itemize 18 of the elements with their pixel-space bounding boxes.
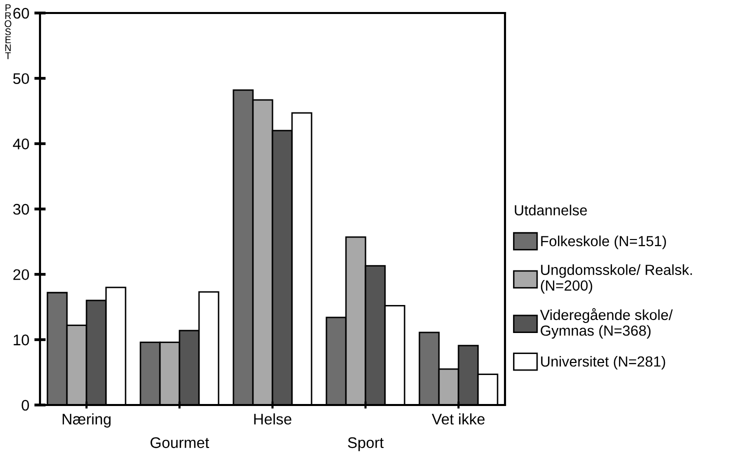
- y-axis-title: PROSENT: [4, 4, 12, 60]
- x-tick-label: Helse: [254, 413, 292, 425]
- legend-label: Universitet (N=281): [541, 356, 666, 370]
- y-tick-label: 10: [14, 334, 29, 346]
- legend-label: Folkeskole (N=151): [541, 236, 666, 250]
- x-tick-label: Gourmet: [150, 437, 210, 448]
- x-tick-label: Næring: [62, 413, 111, 428]
- x-tick-label: Sport: [348, 437, 384, 452]
- y-tick-label: 50: [13, 73, 29, 84]
- legend-label: Ungdomsskole/ Realsk. (N=200): [540, 264, 692, 294]
- y-tick-label: 0: [22, 400, 29, 411]
- x-tick-label: Vet ikke: [432, 413, 485, 425]
- y-tick-label: 60: [13, 8, 29, 19]
- y-tick-label: 40: [12, 138, 29, 150]
- y-tick-label: 30: [13, 204, 29, 215]
- legend-title: Utdannelse: [514, 204, 587, 216]
- y-tick-label: 20: [13, 269, 29, 280]
- legend-label: Videregående skole/ Gymnas (N=368): [540, 308, 673, 339]
